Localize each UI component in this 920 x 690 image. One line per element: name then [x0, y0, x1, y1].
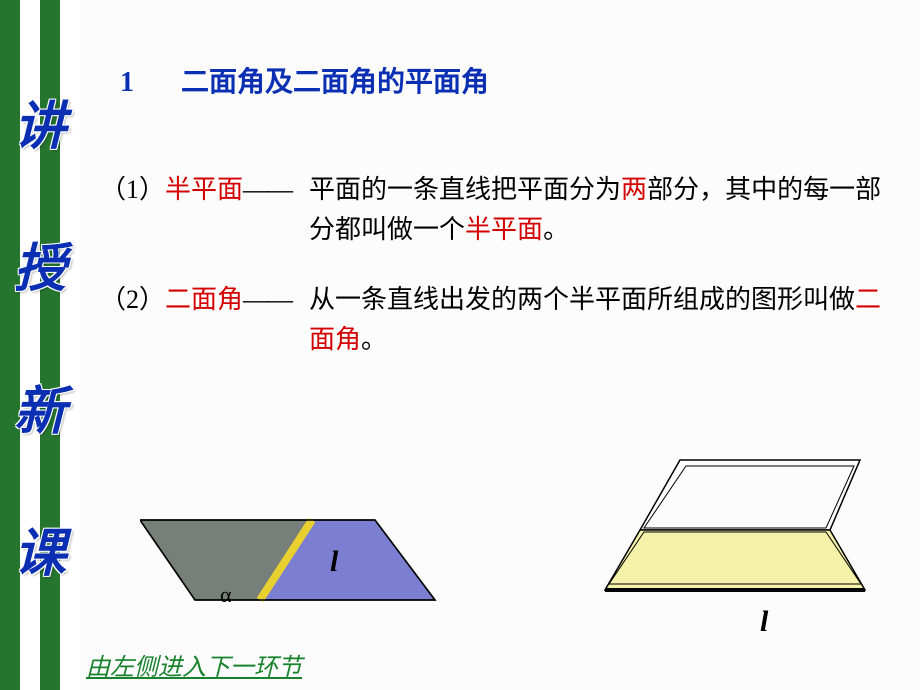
- sidebar: 讲 授 新 课: [0, 0, 80, 690]
- halfplane-svg: [140, 490, 440, 620]
- alpha-label: α: [220, 582, 232, 608]
- figure-halfplane: α l: [140, 490, 440, 620]
- definition-term: 半平面: [165, 175, 243, 204]
- sidebar-char: 新: [14, 369, 66, 444]
- section-title-text: 二面角及二面角的平面角: [181, 67, 489, 98]
- next-section-link[interactable]: 由左侧进入下一环节: [86, 647, 302, 682]
- sidebar-char: 授: [14, 226, 66, 301]
- definition-dash: ——: [243, 285, 291, 314]
- l-label: l: [760, 605, 768, 639]
- dihedral-svg: [590, 440, 890, 640]
- definition-row: （1）半平面—— 平面的一条直线把平面分为两部分，其中的每一部分都叫做一个半平面…: [100, 170, 900, 250]
- definition-label: （1）半平面——: [100, 170, 291, 210]
- definition-body: 平面的一条直线把平面分为两部分，其中的每一部分都叫做一个半平面。: [291, 170, 900, 250]
- definition-index: （2）: [100, 285, 165, 314]
- figures-area: α l l: [100, 440, 900, 640]
- definition-term: 二面角: [165, 285, 243, 314]
- content-area: 1 二面角及二面角的平面角 （1）半平面—— 平面的一条直线把平面分为两部分，其…: [100, 60, 900, 390]
- section-number: 1: [120, 67, 134, 98]
- sidebar-char: 讲: [14, 84, 66, 159]
- l-label: l: [330, 545, 338, 579]
- sidebar-char: 课: [14, 511, 66, 586]
- definition-body: 从一条直线出发的两个半平面所组成的图形叫做二面角。: [291, 280, 900, 360]
- definition-row: （2）二面角—— 从一条直线出发的两个半平面所组成的图形叫做二面角。: [100, 280, 900, 360]
- definition-index: （1）: [100, 175, 165, 204]
- figure-dihedral: l: [590, 440, 890, 640]
- definition-label: （2）二面角——: [100, 280, 291, 320]
- section-title: 1 二面角及二面角的平面角: [100, 60, 900, 100]
- definition-dash: ——: [243, 175, 291, 204]
- dihedral-base-plane-inner: [609, 532, 861, 584]
